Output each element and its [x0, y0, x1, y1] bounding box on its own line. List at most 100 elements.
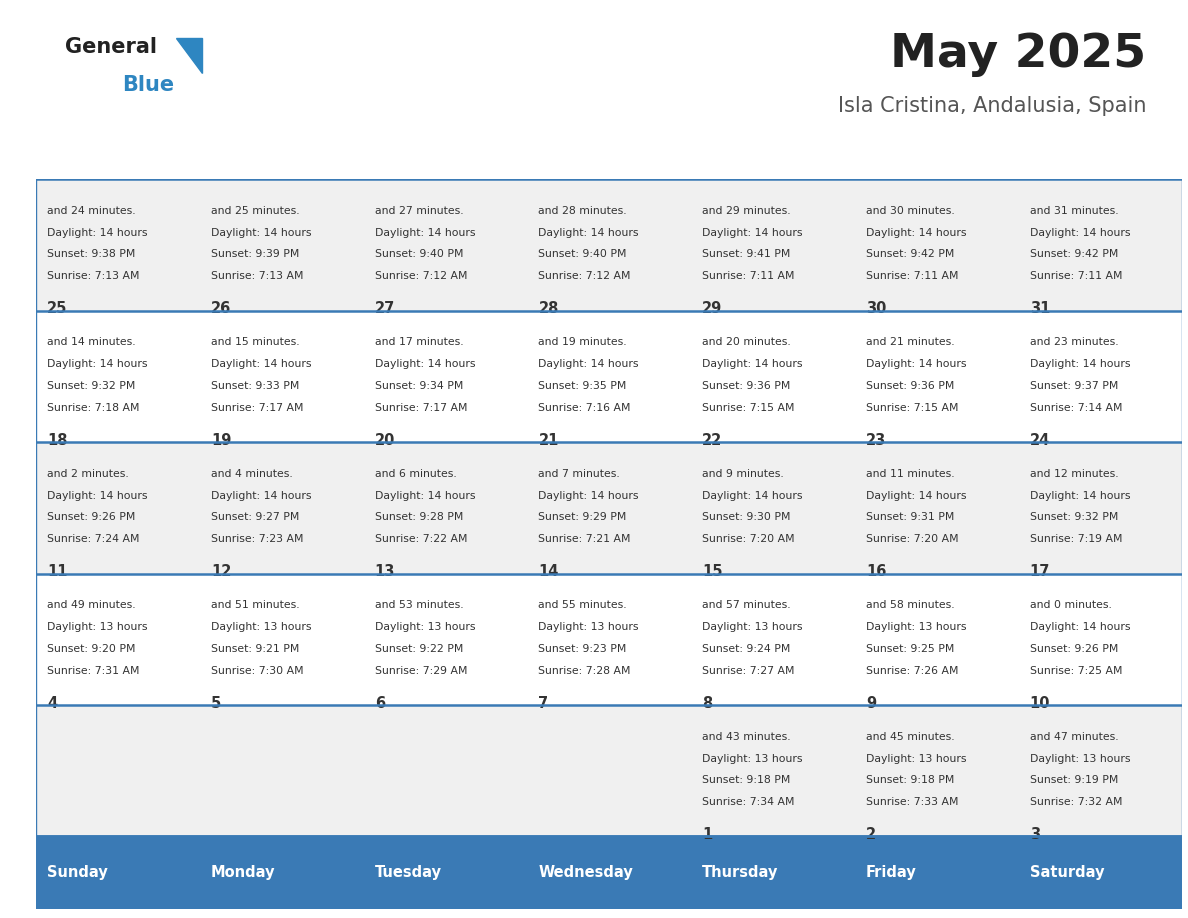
Text: Daylight: 14 hours: Daylight: 14 hours	[374, 359, 475, 369]
Text: Sunset: 9:33 PM: Sunset: 9:33 PM	[211, 381, 299, 391]
Text: and 51 minutes.: and 51 minutes.	[211, 600, 299, 610]
Text: Sunset: 9:36 PM: Sunset: 9:36 PM	[702, 381, 790, 391]
Text: and 31 minutes.: and 31 minutes.	[1030, 206, 1118, 216]
Text: Sunrise: 7:15 AM: Sunrise: 7:15 AM	[702, 403, 795, 412]
Bar	[1018, 442, 1182, 574]
Text: Sunrise: 7:27 AM: Sunrise: 7:27 AM	[702, 666, 795, 676]
Text: and 43 minutes.: and 43 minutes.	[702, 732, 791, 742]
Text: Sunrise: 7:15 AM: Sunrise: 7:15 AM	[866, 403, 959, 412]
Text: and 24 minutes.: and 24 minutes.	[48, 206, 135, 216]
Text: and 9 minutes.: and 9 minutes.	[702, 469, 784, 479]
Text: Thursday: Thursday	[702, 865, 778, 880]
Text: Sunset: 9:25 PM: Sunset: 9:25 PM	[866, 644, 954, 654]
Text: and 57 minutes.: and 57 minutes.	[702, 600, 791, 610]
Text: Daylight: 13 hours: Daylight: 13 hours	[211, 622, 311, 633]
Text: Sunrise: 7:19 AM: Sunrise: 7:19 AM	[1030, 534, 1123, 544]
Text: Wednesday: Wednesday	[538, 865, 633, 880]
Text: and 11 minutes.: and 11 minutes.	[866, 469, 955, 479]
Bar	[200, 442, 364, 574]
Text: Sunrise: 7:23 AM: Sunrise: 7:23 AM	[211, 534, 303, 544]
Text: Blue: Blue	[122, 75, 175, 95]
Bar	[1018, 574, 1182, 705]
Text: Sunset: 9:28 PM: Sunset: 9:28 PM	[374, 512, 463, 522]
Text: and 17 minutes.: and 17 minutes.	[374, 338, 463, 348]
Text: and 23 minutes.: and 23 minutes.	[1030, 338, 1118, 348]
Text: Sunset: 9:22 PM: Sunset: 9:22 PM	[374, 644, 463, 654]
Text: 7: 7	[538, 696, 549, 711]
Text: 29: 29	[702, 301, 722, 317]
Text: Sunset: 9:40 PM: Sunset: 9:40 PM	[538, 250, 627, 260]
Text: Daylight: 14 hours: Daylight: 14 hours	[211, 490, 311, 500]
Bar	[690, 310, 854, 442]
Text: and 19 minutes.: and 19 minutes.	[538, 338, 627, 348]
Bar	[200, 574, 364, 705]
Bar	[854, 442, 1018, 574]
Bar	[527, 836, 690, 909]
Bar	[364, 179, 527, 310]
Bar	[36, 179, 200, 310]
Text: Sunrise: 7:21 AM: Sunrise: 7:21 AM	[538, 534, 631, 544]
Bar	[200, 179, 364, 310]
Text: Sunset: 9:39 PM: Sunset: 9:39 PM	[211, 250, 299, 260]
Text: and 14 minutes.: and 14 minutes.	[48, 338, 135, 348]
Text: Sunrise: 7:24 AM: Sunrise: 7:24 AM	[48, 534, 140, 544]
Text: Daylight: 14 hours: Daylight: 14 hours	[48, 359, 147, 369]
Text: and 30 minutes.: and 30 minutes.	[866, 206, 955, 216]
Text: Daylight: 14 hours: Daylight: 14 hours	[702, 359, 803, 369]
Text: Daylight: 14 hours: Daylight: 14 hours	[374, 490, 475, 500]
Text: and 0 minutes.: and 0 minutes.	[1030, 600, 1112, 610]
Text: and 27 minutes.: and 27 minutes.	[374, 206, 463, 216]
Text: 16: 16	[866, 565, 886, 579]
Bar	[36, 442, 200, 574]
Text: Daylight: 14 hours: Daylight: 14 hours	[211, 359, 311, 369]
Text: Daylight: 14 hours: Daylight: 14 hours	[1030, 490, 1130, 500]
Text: 20: 20	[374, 432, 396, 448]
Text: Daylight: 14 hours: Daylight: 14 hours	[538, 359, 639, 369]
Text: 4: 4	[48, 696, 57, 711]
Text: Daylight: 14 hours: Daylight: 14 hours	[48, 228, 147, 238]
Bar	[527, 310, 690, 442]
Text: 15: 15	[702, 565, 722, 579]
Text: 25: 25	[48, 301, 68, 317]
Text: 19: 19	[211, 432, 232, 448]
Text: Daylight: 14 hours: Daylight: 14 hours	[1030, 228, 1130, 238]
Bar	[854, 310, 1018, 442]
Text: Daylight: 14 hours: Daylight: 14 hours	[538, 228, 639, 238]
Text: Sunset: 9:32 PM: Sunset: 9:32 PM	[48, 381, 135, 391]
Text: Sunrise: 7:11 AM: Sunrise: 7:11 AM	[702, 271, 795, 281]
Bar	[690, 442, 854, 574]
Text: and 7 minutes.: and 7 minutes.	[538, 469, 620, 479]
Text: and 4 minutes.: and 4 minutes.	[211, 469, 292, 479]
Text: Daylight: 14 hours: Daylight: 14 hours	[48, 490, 147, 500]
Text: Sunset: 9:20 PM: Sunset: 9:20 PM	[48, 644, 135, 654]
Text: 23: 23	[866, 432, 886, 448]
Text: and 29 minutes.: and 29 minutes.	[702, 206, 791, 216]
Text: Sunrise: 7:12 AM: Sunrise: 7:12 AM	[538, 271, 631, 281]
Text: Sunrise: 7:11 AM: Sunrise: 7:11 AM	[866, 271, 959, 281]
Text: Daylight: 14 hours: Daylight: 14 hours	[1030, 359, 1130, 369]
Bar	[854, 179, 1018, 310]
Text: 14: 14	[538, 565, 558, 579]
Text: 21: 21	[538, 432, 558, 448]
Text: Friday: Friday	[866, 865, 917, 880]
Text: Sunrise: 7:33 AM: Sunrise: 7:33 AM	[866, 797, 959, 807]
Bar	[1018, 705, 1182, 836]
Text: Daylight: 14 hours: Daylight: 14 hours	[866, 228, 967, 238]
Text: 10: 10	[1030, 696, 1050, 711]
Text: Sunrise: 7:16 AM: Sunrise: 7:16 AM	[538, 403, 631, 412]
Text: and 45 minutes.: and 45 minutes.	[866, 732, 955, 742]
Text: Sunrise: 7:13 AM: Sunrise: 7:13 AM	[211, 271, 303, 281]
Text: 18: 18	[48, 432, 68, 448]
Text: Daylight: 13 hours: Daylight: 13 hours	[1030, 754, 1130, 764]
Text: Sunrise: 7:17 AM: Sunrise: 7:17 AM	[211, 403, 303, 412]
Text: Sunrise: 7:14 AM: Sunrise: 7:14 AM	[1030, 403, 1123, 412]
Text: Sunrise: 7:22 AM: Sunrise: 7:22 AM	[374, 534, 467, 544]
Text: Daylight: 13 hours: Daylight: 13 hours	[702, 754, 803, 764]
Text: 12: 12	[211, 565, 232, 579]
Text: 6: 6	[374, 696, 385, 711]
Text: Sunrise: 7:31 AM: Sunrise: 7:31 AM	[48, 666, 140, 676]
Text: 26: 26	[211, 301, 232, 317]
Text: and 2 minutes.: and 2 minutes.	[48, 469, 128, 479]
Text: Daylight: 14 hours: Daylight: 14 hours	[1030, 622, 1130, 633]
Text: Daylight: 14 hours: Daylight: 14 hours	[538, 490, 639, 500]
